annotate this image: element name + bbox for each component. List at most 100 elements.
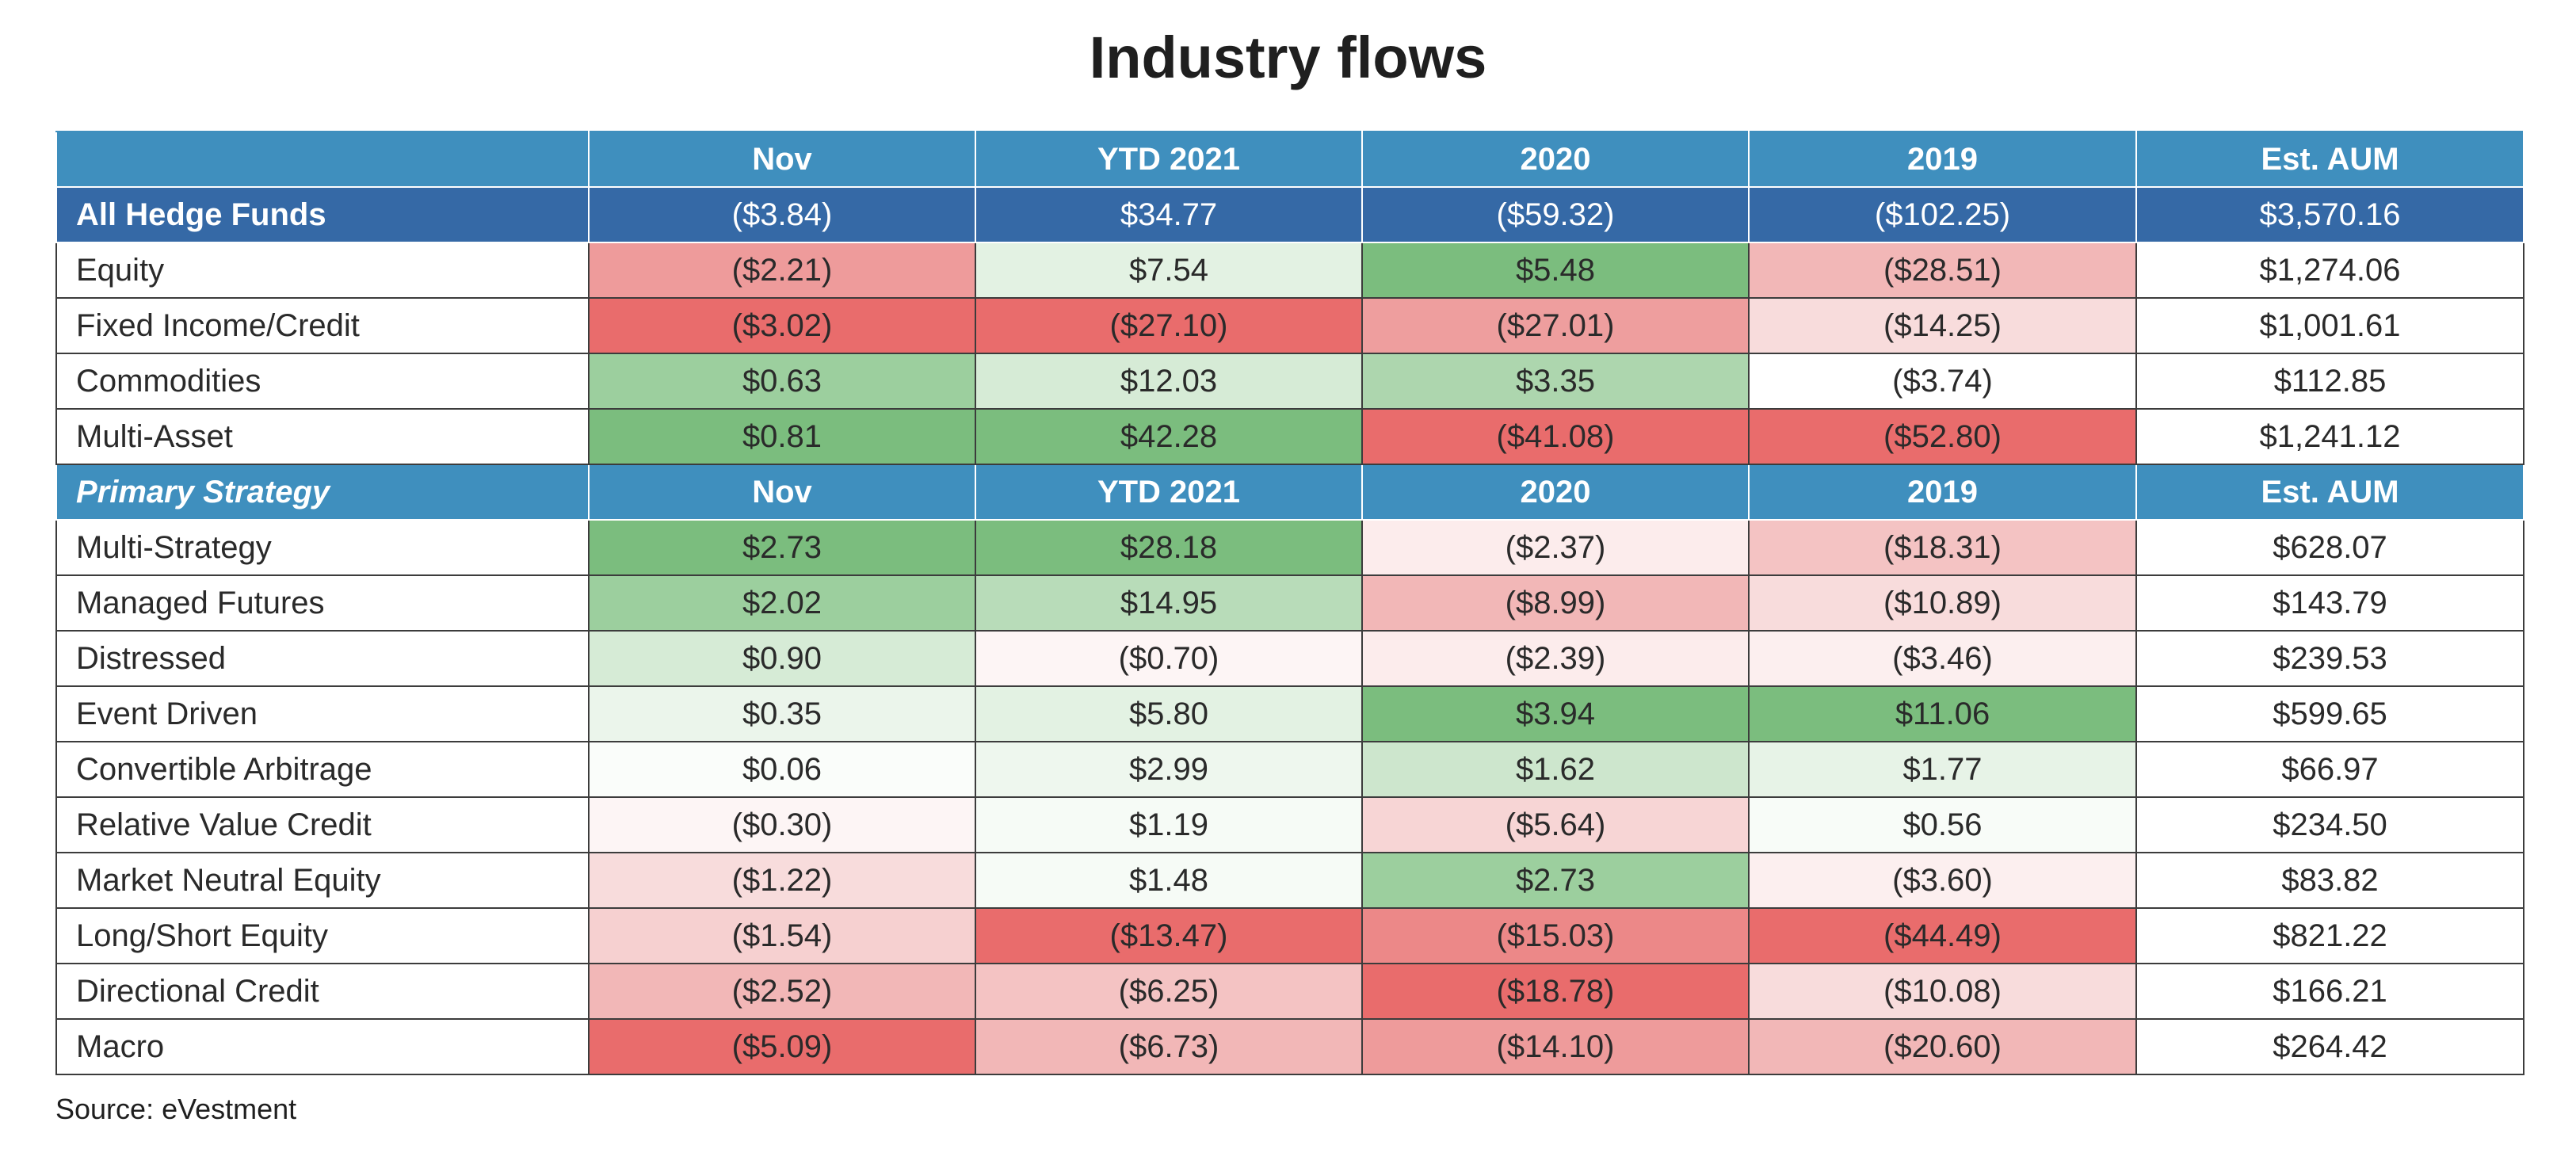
strategy-column-header-ytd-2021: YTD 2021 <box>975 464 1363 521</box>
value-cell-ytd-2021: $1.19 <box>975 796 1363 853</box>
table-row: Long/Short Equity ($1.54) ($13.47) ($15.03)… <box>55 907 2524 964</box>
value-cell-2020: ($8.99) <box>1361 574 1750 632</box>
value-cell-nov: $0.35 <box>588 685 976 742</box>
total-cell-2020: ($59.32) <box>1361 186 1750 243</box>
table-body: Nov YTD 2021 2020 2019 Est. AUM All Hedg… <box>55 131 2524 1075</box>
value-cell-est-aum: $143.79 <box>2135 574 2524 632</box>
value-cell-2019: ($20.60) <box>1748 1018 2137 1075</box>
strategy-header-row: Primary Strategy Nov YTD 2021 2020 2019 Est. … <box>55 464 2524 521</box>
value-cell-2020: ($2.39) <box>1361 630 1750 687</box>
value-cell-ytd-2021: $7.54 <box>975 242 1363 299</box>
industry-flows-table: Nov YTD 2021 2020 2019 Est. AUM All Hedg… <box>55 131 2524 1075</box>
strategy-header-label: Primary Strategy <box>55 464 590 521</box>
total-cell-est-aum: $3,570.16 <box>2135 186 2524 243</box>
value-cell-ytd-2021: ($6.25) <box>975 963 1363 1020</box>
value-cell-2020: ($18.78) <box>1361 963 1750 1020</box>
value-cell-nov: $0.06 <box>588 741 976 798</box>
table-row: Relative Value Credit ($0.30) $1.19 ($5.64)… <box>55 796 2524 853</box>
row-label: Long/Short Equity <box>55 907 590 964</box>
row-label: Managed Futures <box>55 574 590 632</box>
value-cell-nov: $0.90 <box>588 630 976 687</box>
value-cell-2019: ($18.31) <box>1748 519 2137 576</box>
total-row: All Hedge Funds ($3.84) $34.77 ($59.32) … <box>55 186 2524 243</box>
value-cell-2020: $3.94 <box>1361 685 1750 742</box>
value-cell-nov: ($3.02) <box>588 297 976 354</box>
value-cell-2020: ($15.03) <box>1361 907 1750 964</box>
table-row: Event Driven $0.35 $5.80 $3.94 $11.06 $599.65 <box>55 685 2524 742</box>
row-label: Convertible Arbitrage <box>55 741 590 798</box>
row-label: Market Neutral Equity <box>55 852 590 909</box>
value-cell-2019: ($3.74) <box>1748 353 2137 410</box>
total-cell-ytd-2021: $34.77 <box>975 186 1363 243</box>
value-cell-2020: $5.48 <box>1361 242 1750 299</box>
value-cell-2020: ($5.64) <box>1361 796 1750 853</box>
header-corner-cell <box>55 131 590 188</box>
value-cell-est-aum: $166.21 <box>2135 963 2524 1020</box>
table-row: Distressed $0.90 ($0.70) ($2.39) ($3.46) $239… <box>55 630 2524 687</box>
value-cell-nov: $2.02 <box>588 574 976 632</box>
value-cell-2019: ($10.89) <box>1748 574 2137 632</box>
value-cell-ytd-2021: $12.03 <box>975 353 1363 410</box>
strategy-column-header-est-aum: Est. AUM <box>2135 464 2524 521</box>
value-cell-est-aum: $599.65 <box>2135 685 2524 742</box>
value-cell-2019: $11.06 <box>1748 685 2137 742</box>
strategy-column-header-nov: Nov <box>588 464 976 521</box>
value-cell-ytd-2021: $5.80 <box>975 685 1363 742</box>
column-header-2019: 2019 <box>1748 131 2137 188</box>
value-cell-ytd-2021: $14.95 <box>975 574 1363 632</box>
column-header-nov: Nov <box>588 131 976 188</box>
row-label: Multi-Strategy <box>55 519 590 576</box>
value-cell-ytd-2021: $2.99 <box>975 741 1363 798</box>
value-cell-est-aum: $83.82 <box>2135 852 2524 909</box>
row-label: Equity <box>55 242 590 299</box>
source-note: Source: eVestment <box>55 1093 297 1125</box>
value-cell-2020: $2.73 <box>1361 852 1750 909</box>
table-row: Multi-Asset $0.81 $42.28 ($41.08) ($52.80) $1… <box>55 408 2524 465</box>
row-label: Macro <box>55 1018 590 1075</box>
row-label: Event Driven <box>55 685 590 742</box>
value-cell-est-aum: $1,001.61 <box>2135 297 2524 354</box>
value-cell-nov: ($0.30) <box>588 796 976 853</box>
value-cell-ytd-2021: $42.28 <box>975 408 1363 465</box>
value-cell-2019: ($52.80) <box>1748 408 2137 465</box>
value-cell-nov: ($1.22) <box>588 852 976 909</box>
row-label: Commodities <box>55 353 590 410</box>
column-header-est-aum: Est. AUM <box>2135 131 2524 188</box>
value-cell-2020: ($27.01) <box>1361 297 1750 354</box>
value-cell-2019: ($3.46) <box>1748 630 2137 687</box>
value-cell-2020: $1.62 <box>1361 741 1750 798</box>
table-row: Fixed Income/Credit ($3.02) ($27.10) ($27.0… <box>55 297 2524 354</box>
value-cell-est-aum: $234.50 <box>2135 796 2524 853</box>
value-cell-2019: $0.56 <box>1748 796 2137 853</box>
value-cell-est-aum: $264.42 <box>2135 1018 2524 1075</box>
value-cell-nov: $0.63 <box>588 353 976 410</box>
value-cell-2019: ($14.25) <box>1748 297 2137 354</box>
value-cell-nov: ($5.09) <box>588 1018 976 1075</box>
value-cell-2019: ($44.49) <box>1748 907 2137 964</box>
value-cell-ytd-2021: ($6.73) <box>975 1018 1363 1075</box>
value-cell-est-aum: $821.22 <box>2135 907 2524 964</box>
table-row: Macro ($5.09) ($6.73) ($14.10) ($20.60) $264.… <box>55 1018 2524 1075</box>
value-cell-est-aum: $66.97 <box>2135 741 2524 798</box>
value-cell-nov: $0.81 <box>588 408 976 465</box>
value-cell-est-aum: $1,274.06 <box>2135 242 2524 299</box>
table-row: Equity ($2.21) $7.54 $5.48 ($28.51) $1,274.06 <box>55 242 2524 299</box>
column-header-row: Nov YTD 2021 2020 2019 Est. AUM <box>55 131 2524 188</box>
value-cell-2020: ($41.08) <box>1361 408 1750 465</box>
value-cell-est-aum: $239.53 <box>2135 630 2524 687</box>
table-row: Managed Futures $2.02 $14.95 ($8.99) ($10.89… <box>55 574 2524 632</box>
total-row-label: All Hedge Funds <box>55 186 590 243</box>
table-row: Market Neutral Equity ($1.22) $1.48 $2.73 ($… <box>55 852 2524 909</box>
row-label: Relative Value Credit <box>55 796 590 853</box>
row-label: Fixed Income/Credit <box>55 297 590 354</box>
value-cell-ytd-2021: ($27.10) <box>975 297 1363 354</box>
value-cell-est-aum: $628.07 <box>2135 519 2524 576</box>
chart-title: Industry flows <box>1089 25 1487 90</box>
value-cell-ytd-2021: ($0.70) <box>975 630 1363 687</box>
row-label: Multi-Asset <box>55 408 590 465</box>
row-label: Directional Credit <box>55 963 590 1020</box>
value-cell-ytd-2021: $28.18 <box>975 519 1363 576</box>
table-row: Convertible Arbitrage $0.06 $2.99 $1.62 $1.7… <box>55 741 2524 798</box>
value-cell-2020: ($2.37) <box>1361 519 1750 576</box>
